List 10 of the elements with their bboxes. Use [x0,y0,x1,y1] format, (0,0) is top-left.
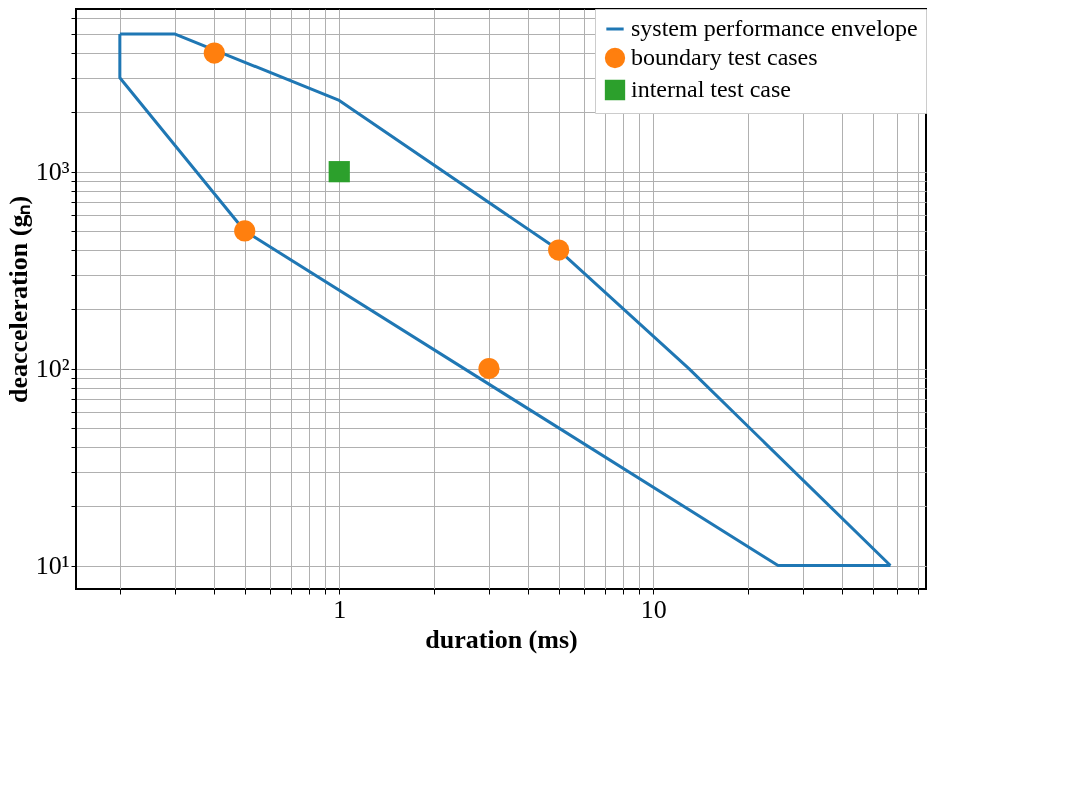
x-tick-label: 10 [640,594,667,624]
y-axis-title: deacceleration (gₙ) [3,195,33,404]
x-axis-title: duration (ms) [425,624,578,654]
y-tick-label: 10² [35,354,70,384]
x-tick-label: 1 [333,594,347,624]
y-tick-label: 10³ [35,157,70,187]
legend-label: internal test case [631,76,791,102]
y-tick-label: 10¹ [35,551,70,581]
legend-label: boundary test cases [631,44,818,70]
legend-label: system performance envelope [631,15,918,41]
